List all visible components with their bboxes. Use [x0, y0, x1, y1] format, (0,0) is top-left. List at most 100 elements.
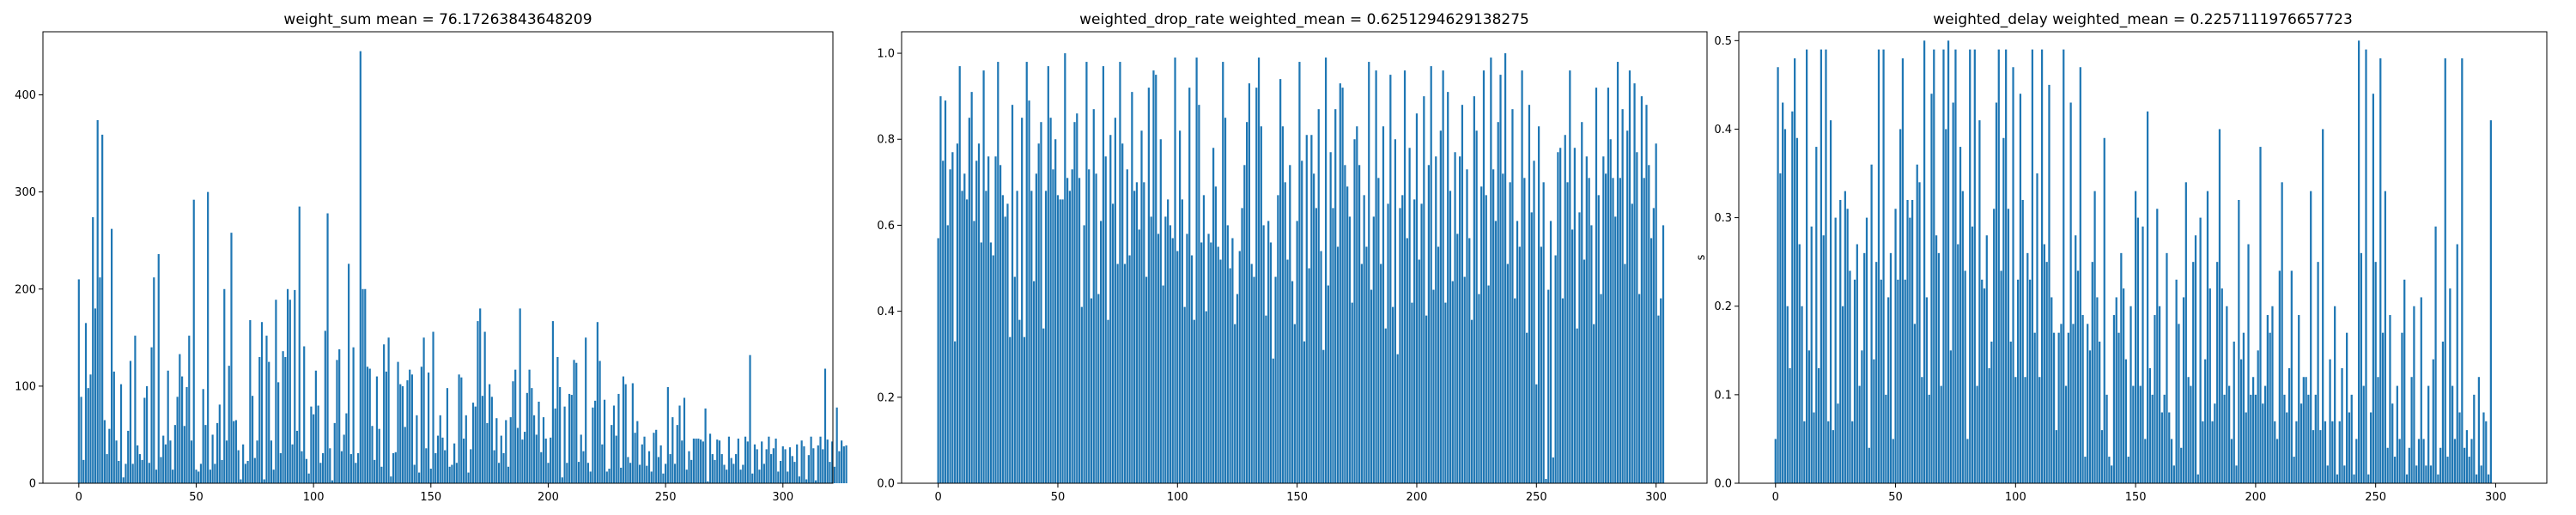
bar — [1499, 75, 1502, 483]
bar — [692, 438, 696, 483]
bar — [673, 464, 677, 483]
y-tick-label: 0 — [29, 478, 36, 491]
bar — [1447, 92, 1449, 483]
bar — [2172, 465, 2175, 483]
bar — [256, 440, 258, 483]
bar — [2489, 120, 2492, 483]
bar — [1344, 165, 1346, 484]
bar — [1566, 182, 1569, 483]
bar — [1487, 285, 1490, 483]
bar — [2305, 377, 2307, 483]
bar — [554, 408, 556, 483]
bar — [1966, 439, 1969, 483]
y-tick-label: 0.6 — [877, 220, 895, 233]
bar — [2434, 226, 2437, 483]
bar — [1044, 191, 1048, 483]
bar — [2377, 377, 2379, 483]
bar — [1339, 83, 1341, 484]
bar — [2384, 191, 2386, 483]
bar — [1482, 70, 1485, 483]
bar — [1969, 49, 1971, 483]
bar — [2127, 457, 2129, 483]
bar — [1234, 324, 1236, 483]
bar — [1198, 105, 1200, 483]
bar — [1423, 96, 1425, 483]
bar — [1329, 152, 1332, 483]
bar — [329, 448, 331, 483]
bar — [1016, 191, 1018, 483]
bar — [1305, 135, 1308, 484]
bar — [605, 471, 608, 483]
bar — [2088, 350, 2092, 483]
chart-title: weighted_delay weighted_mean = 0.2257111… — [1933, 11, 2353, 28]
bar — [1260, 126, 1262, 483]
y-tick-label: 400 — [15, 89, 36, 102]
bar — [793, 462, 796, 483]
bar — [2160, 412, 2163, 483]
bar — [211, 434, 214, 483]
bar — [289, 300, 291, 483]
bar — [345, 413, 348, 483]
bar — [939, 96, 942, 483]
bar — [436, 435, 440, 483]
bar — [1588, 178, 1590, 483]
bar — [2312, 430, 2315, 483]
bar — [2103, 137, 2105, 483]
x-tick-label: 50 — [189, 491, 204, 504]
bar — [669, 454, 671, 483]
bar — [82, 459, 85, 483]
bar — [272, 470, 275, 483]
bar — [2403, 279, 2406, 483]
bar — [1942, 49, 1945, 483]
bar — [1602, 156, 1605, 483]
bar — [1783, 129, 1787, 483]
bar — [761, 441, 763, 483]
bar — [108, 428, 111, 483]
bar — [751, 473, 754, 483]
bar — [2009, 341, 2012, 483]
bar — [2422, 439, 2425, 483]
bar — [568, 393, 571, 483]
bar — [1322, 349, 1325, 483]
bar — [1009, 336, 1012, 483]
bar — [781, 446, 784, 483]
bar — [1626, 130, 1629, 483]
bar — [1123, 264, 1127, 483]
bar — [1332, 208, 1334, 483]
x-tick-label: 300 — [2485, 491, 2506, 504]
bar — [169, 440, 172, 483]
bar — [1795, 137, 1799, 483]
bar — [2132, 385, 2135, 483]
bar — [2437, 474, 2439, 483]
bar — [1327, 285, 1329, 483]
bar — [1945, 129, 1947, 483]
bar — [1518, 246, 1521, 483]
bar — [2449, 288, 2451, 483]
bar — [2446, 457, 2449, 483]
bar — [1865, 217, 1868, 483]
bar — [2251, 377, 2255, 483]
bar — [2425, 465, 2427, 483]
bar — [2108, 457, 2111, 483]
bar — [1973, 49, 1976, 483]
bar — [115, 440, 118, 483]
bar — [1829, 120, 1832, 483]
bar — [2117, 332, 2120, 483]
bar — [1913, 324, 1917, 483]
bar — [1990, 341, 1993, 483]
bar — [2144, 439, 2147, 483]
bar — [2123, 288, 2125, 483]
x-tick-label: 100 — [2005, 491, 2026, 504]
y-tick-label: 0.3 — [1714, 212, 1732, 225]
bar — [2028, 279, 2032, 483]
bar — [961, 191, 963, 483]
bar — [1219, 259, 1222, 483]
bar — [307, 473, 310, 483]
bar — [1542, 182, 1545, 483]
bar — [2190, 385, 2192, 483]
bar — [2417, 439, 2421, 483]
bar — [1813, 412, 1815, 483]
bar — [739, 470, 742, 483]
bar — [495, 418, 498, 483]
bar — [237, 450, 240, 483]
